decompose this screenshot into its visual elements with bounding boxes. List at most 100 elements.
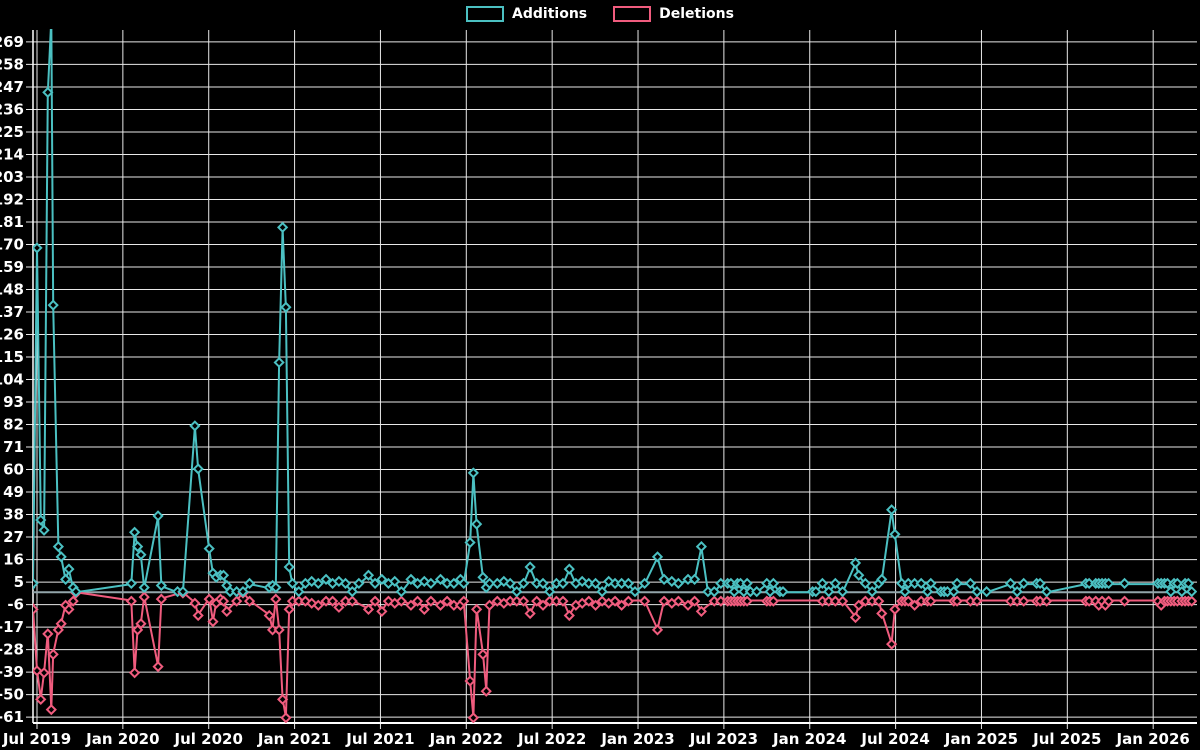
additions-marker xyxy=(866,585,878,598)
additions-marker xyxy=(1182,577,1194,590)
series-deletions-line xyxy=(33,591,1192,719)
y-tick-label: 148 xyxy=(0,280,24,298)
x-tick-label: Jul 2020 xyxy=(174,730,243,748)
additions-marker xyxy=(339,577,352,590)
additions-marker xyxy=(63,563,75,575)
x-tick-label: Jul 2025 xyxy=(1032,730,1101,748)
additions-marker xyxy=(638,577,651,590)
additions-marker xyxy=(1034,577,1046,590)
additions-marker xyxy=(1011,585,1023,598)
y-tick-label: 93 xyxy=(3,393,24,411)
additions-marker xyxy=(876,573,888,585)
deletions-marker xyxy=(853,599,865,611)
additions-marker xyxy=(464,536,476,549)
deletions-marker xyxy=(45,704,57,716)
y-tick-label: 258 xyxy=(0,55,24,73)
deletions-marker xyxy=(471,603,483,615)
additions-marker xyxy=(55,551,67,563)
deletions-marker xyxy=(491,595,503,607)
deletions-marker xyxy=(231,595,243,607)
additions-marker xyxy=(395,585,407,598)
additions-marker xyxy=(777,585,789,598)
deletions-marker xyxy=(217,595,230,607)
y-tick-label: 137 xyxy=(0,303,24,321)
deletions-marker xyxy=(128,667,141,679)
y-tick-label: 38 xyxy=(3,506,24,524)
additions-marker xyxy=(836,585,849,598)
additions-marker xyxy=(651,551,664,563)
deletions-marker xyxy=(651,624,664,636)
deletions-marker xyxy=(441,595,453,607)
additions-marker xyxy=(511,585,523,598)
additions-marker xyxy=(708,585,720,598)
y-tick-label: 203 xyxy=(0,168,24,186)
additions-marker xyxy=(434,573,447,585)
additions-marker xyxy=(312,577,324,590)
legend-item-deletions[interactable]: Deletions xyxy=(613,6,734,22)
deletions-marker xyxy=(270,593,282,605)
y-tick-label: 16 xyxy=(3,551,24,569)
data-point-markers xyxy=(33,86,1197,723)
y-tick-label: -61 xyxy=(0,708,24,726)
additions-marker xyxy=(280,301,292,313)
additions-marker xyxy=(1165,585,1177,598)
deletions-marker xyxy=(616,599,628,611)
series-additions-line xyxy=(33,29,1193,594)
deletions-marker xyxy=(376,605,388,618)
additions-marker xyxy=(203,543,215,555)
x-tick-label: Jan 2022 xyxy=(429,730,503,748)
y-tick-label: 192 xyxy=(0,190,24,208)
additions-marker xyxy=(155,579,167,592)
chart-legend: Additions Deletions xyxy=(0,6,1200,22)
deletions-marker xyxy=(889,603,901,615)
additions-marker xyxy=(138,581,150,594)
y-tick-label: -6 xyxy=(7,596,24,614)
deletions-marker xyxy=(537,599,549,611)
y-tick-label: 82 xyxy=(3,416,24,434)
y-tick-label: 159 xyxy=(0,258,24,276)
y-tick-label: 214 xyxy=(0,145,24,163)
deletions-marker xyxy=(263,609,275,622)
x-tick-label: Jan 2023 xyxy=(600,730,674,748)
additions-marker xyxy=(152,510,164,522)
additions-marker xyxy=(622,577,635,590)
x-tick-label: Jan 2024 xyxy=(772,730,846,748)
additions-marker xyxy=(128,526,141,538)
deletions-marker xyxy=(741,595,753,607)
deletions-marker xyxy=(33,665,43,677)
additions-marker xyxy=(658,573,670,585)
deletions-marker xyxy=(829,595,841,607)
additions-marker xyxy=(35,514,47,526)
x-tick-label: Jul 2024 xyxy=(860,730,929,748)
y-tick-label: 49 xyxy=(3,483,24,501)
additions-marker xyxy=(458,577,470,590)
additions-marker xyxy=(1186,585,1197,598)
deletions-marker xyxy=(767,595,780,607)
deletions-marker xyxy=(638,595,651,607)
additions-marker xyxy=(889,528,901,540)
y-tick-label: -28 xyxy=(0,641,24,659)
deletions-marker xyxy=(221,605,233,618)
legend-item-additions[interactable]: Additions xyxy=(466,6,587,22)
additions-marker xyxy=(293,585,305,598)
additions-marker xyxy=(1018,577,1030,590)
additions-marker xyxy=(389,575,401,587)
additions-marker xyxy=(741,577,753,590)
deletions-marker xyxy=(480,685,492,697)
deletions-marker xyxy=(411,595,424,607)
deletions-marker xyxy=(273,624,285,636)
deletions-marker xyxy=(63,603,75,615)
additions-marker xyxy=(471,518,483,530)
deletions-marker xyxy=(243,595,256,607)
additions-marker xyxy=(177,585,189,598)
additions-marker xyxy=(33,577,39,590)
deletions-marker xyxy=(395,595,407,607)
deletions-marker xyxy=(405,599,417,611)
additions-marker xyxy=(1041,585,1053,598)
additions-marker xyxy=(353,577,365,590)
y-tick-label: 5 xyxy=(14,573,24,591)
additions-marker xyxy=(589,577,602,590)
additions-marker xyxy=(767,577,780,590)
